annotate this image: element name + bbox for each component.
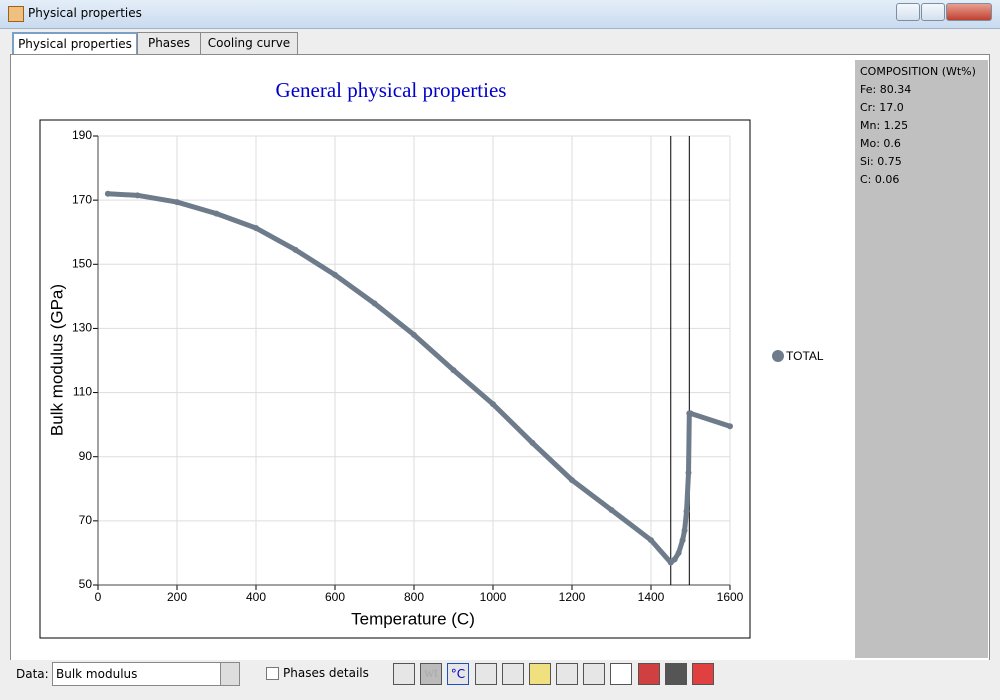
print-button[interactable] xyxy=(556,663,578,685)
data-point xyxy=(681,527,688,534)
minimize-button[interactable] xyxy=(896,3,920,21)
data-point xyxy=(685,469,692,476)
checkbox-label: Phases details xyxy=(283,666,369,680)
y-tick-label: 110 xyxy=(73,385,92,399)
data-point xyxy=(253,225,259,232)
x-tick-label: 600 xyxy=(325,590,345,604)
composition-item: Si: 0.75 xyxy=(860,155,902,168)
data-point xyxy=(679,537,686,544)
x-tick-label: 0 xyxy=(95,590,102,604)
dropdown-arrow xyxy=(220,663,239,685)
x-tick-label: 1000 xyxy=(480,590,507,604)
y-tick-label: 90 xyxy=(79,449,93,463)
data-point xyxy=(671,556,678,563)
chart-frame xyxy=(39,119,751,639)
title-bar: Physical properties xyxy=(0,0,1000,29)
data-point xyxy=(134,192,141,199)
bottom-bar: Data: Bulk modulus Phases details xyxy=(0,660,1000,700)
legend-label: TOTAL xyxy=(786,349,824,363)
x-tick-label: 200 xyxy=(167,590,187,604)
celsius-button[interactable]: °C xyxy=(447,663,469,685)
composition-item: Cr: 17.0 xyxy=(860,101,904,114)
y-tick-label: 150 xyxy=(72,256,92,270)
tab[interactable]: Phases xyxy=(137,32,201,54)
select-value: Bulk modulus xyxy=(56,667,138,681)
data-point xyxy=(213,210,220,217)
composition-item: Fe: 80.34 xyxy=(860,83,912,96)
data-point xyxy=(683,508,690,515)
clipboard-button[interactable] xyxy=(583,663,605,685)
data-point xyxy=(332,271,338,278)
data-point xyxy=(608,506,615,513)
x-tick-label: 1200 xyxy=(559,590,586,604)
snapshot-button[interactable] xyxy=(638,663,660,685)
data-point xyxy=(727,423,733,430)
y-tick-label: 190 xyxy=(72,128,92,142)
data-point xyxy=(687,410,694,417)
data-point xyxy=(371,300,378,307)
table-button[interactable] xyxy=(475,663,497,685)
weight-button[interactable]: wt xyxy=(420,663,442,685)
help-button[interactable] xyxy=(529,663,551,685)
data-point xyxy=(490,401,496,408)
data-point xyxy=(450,367,457,374)
composition-item: C: 0.06 xyxy=(860,173,900,186)
x-axis-label: Temperature (C) xyxy=(351,609,475,628)
data-point xyxy=(648,537,654,544)
y-axis-label: Bulk modulus (GPa) xyxy=(47,284,66,436)
x-tick-label: 1600 xyxy=(717,590,744,604)
data-point xyxy=(675,549,682,556)
y-tick-label: 70 xyxy=(79,513,93,527)
composition-title: COMPOSITION (Wt%) xyxy=(860,65,976,78)
composition-panel: COMPOSITION (Wt%) Fe: 80.34 Cr: 17.0 Mn: 1… xyxy=(855,60,988,658)
window-title: Physical properties xyxy=(28,6,142,20)
checkbox[interactable] xyxy=(266,667,279,680)
tab[interactable]: Physical properties xyxy=(12,32,138,55)
tab[interactable]: Cooling curve xyxy=(200,32,298,54)
app-icon xyxy=(8,6,24,22)
close-chart-button[interactable] xyxy=(692,663,714,685)
y-tick-label: 130 xyxy=(72,321,92,335)
composition-item: Mo: 0.6 xyxy=(860,137,901,150)
data-select[interactable]: Bulk modulus xyxy=(52,662,240,686)
x-tick-label: 800 xyxy=(404,590,424,604)
y-tick-label: 50 xyxy=(79,577,93,591)
data-point xyxy=(104,190,111,197)
x-tick-label: 1400 xyxy=(638,590,665,604)
data-point xyxy=(529,439,536,446)
y-tick-label: 170 xyxy=(72,192,92,206)
composition-item: Mn: 1.25 xyxy=(860,119,909,132)
data-point xyxy=(174,199,180,206)
data-point xyxy=(411,331,417,338)
zoom-button[interactable] xyxy=(502,663,524,685)
data-point xyxy=(292,246,299,253)
x-tick-label: 400 xyxy=(246,590,266,604)
legend-marker xyxy=(772,350,784,362)
document-button[interactable] xyxy=(610,663,632,685)
chart-title: General physical properties xyxy=(276,78,507,102)
save-button[interactable] xyxy=(665,663,687,685)
maximize-button[interactable] xyxy=(921,3,945,21)
chart: General physical properties Temperature … xyxy=(39,78,824,639)
chart-button[interactable] xyxy=(393,663,415,685)
data-point xyxy=(569,477,575,484)
close-button[interactable] xyxy=(946,3,992,21)
data-label: Data: xyxy=(16,667,49,681)
